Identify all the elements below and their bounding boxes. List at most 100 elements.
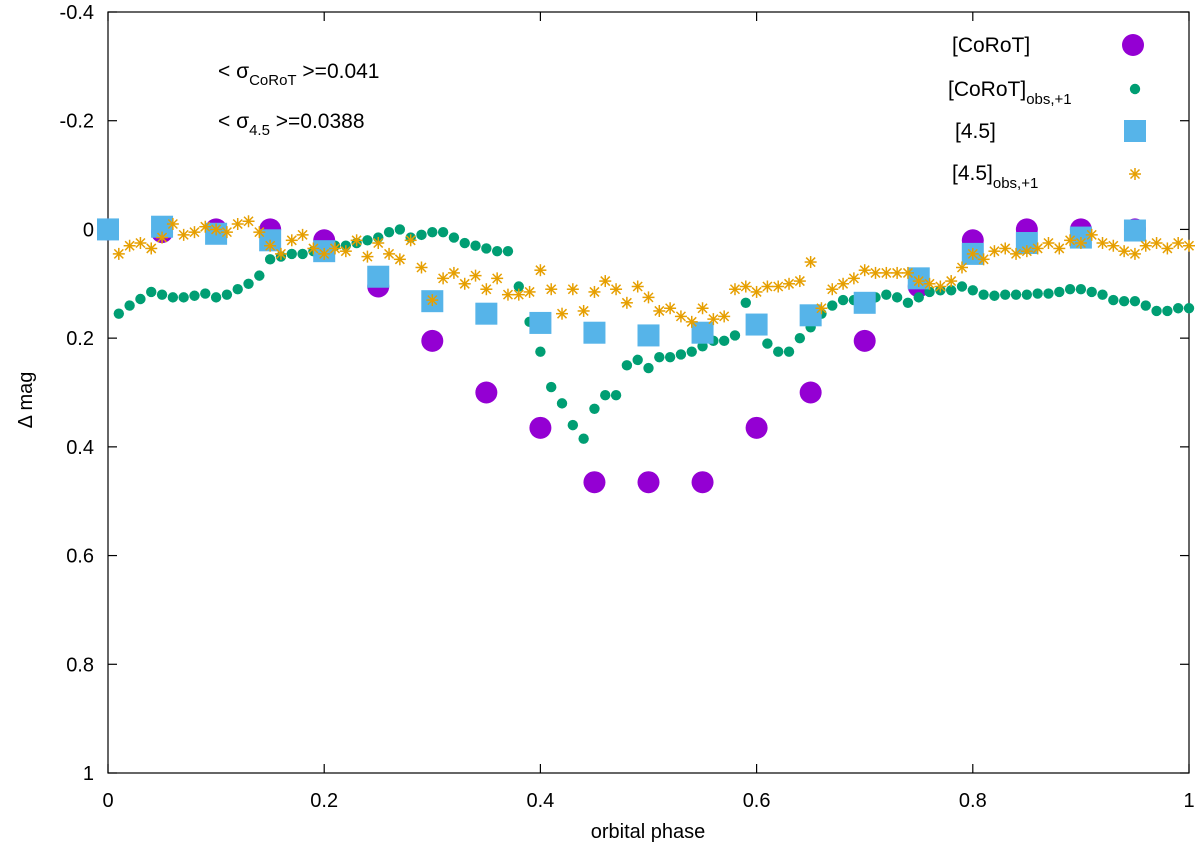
irac45-obs-point <box>1031 242 1044 255</box>
corot-obs-point <box>589 403 600 415</box>
irac45-obs-point <box>534 264 547 277</box>
irac45-obs-point <box>318 247 331 260</box>
corot-obs-point <box>881 289 892 300</box>
legend-marker-irac45-obs-point <box>1129 168 1141 180</box>
corot-obs-point <box>643 362 654 374</box>
irac45-obs-point <box>177 228 190 241</box>
corot-obs-point <box>794 332 806 344</box>
irac45-obs-point <box>296 228 309 241</box>
irac45-obs-point <box>858 264 871 277</box>
legend: [CoRoT] [CoRoT]obs,+1 [4.5] [4.5]obs,+1 <box>948 34 1146 192</box>
corot-obs-point <box>513 281 524 292</box>
corot-obs-point <box>891 292 903 303</box>
annotation-sigma-4-5: < σ4.5 >=0.0388 <box>218 110 365 139</box>
irac45-obs-point <box>772 280 785 293</box>
irac45-obs-point <box>945 275 958 288</box>
irac45-obs-point <box>653 304 666 317</box>
corot-obs-point <box>1086 286 1097 298</box>
corot-obs-point <box>243 278 254 289</box>
irac45-point <box>583 321 606 344</box>
y-tick-label: 1 <box>83 763 94 785</box>
irac45-point <box>1123 219 1146 242</box>
corot-obs-point <box>362 235 373 246</box>
x-axis-label: orbital phase <box>591 821 706 843</box>
corot-obs-point <box>1075 284 1087 295</box>
corot-obs-point <box>437 226 449 238</box>
irac45-obs-point <box>1128 247 1141 260</box>
corot-obs-point <box>481 243 492 254</box>
corot-point <box>529 416 552 439</box>
corot-point <box>853 329 876 352</box>
corot-obs-point <box>610 390 622 401</box>
irac45-obs-point <box>923 277 936 290</box>
irac45-obs-point <box>415 261 428 274</box>
corot-obs-point <box>1118 295 1130 307</box>
irac45-obs-point <box>804 256 817 269</box>
irac45-obs-point <box>166 217 179 230</box>
irac45-obs-point <box>210 223 223 236</box>
corot-obs-point <box>264 254 276 265</box>
legend-marker-corot-point <box>1122 34 1144 56</box>
y-tick-label: 0.4 <box>66 437 94 459</box>
corot-obs-point <box>556 398 568 409</box>
irac45-point <box>799 304 822 327</box>
legend-marker-irac45-point <box>1124 120 1146 142</box>
irac45-obs-point <box>1183 239 1195 252</box>
irac45-obs-point <box>577 304 590 317</box>
corot-obs-point <box>621 360 633 371</box>
corot-obs-point <box>254 270 265 281</box>
corot-obs-point <box>416 229 427 241</box>
irac45-obs-point <box>793 275 806 288</box>
y-tick-label: -0.2 <box>60 111 94 133</box>
irac45-obs-point <box>566 283 579 296</box>
irac45-obs-point <box>1074 237 1087 250</box>
corot-point <box>475 381 498 404</box>
irac45-obs-point <box>739 280 752 293</box>
irac45-obs-point <box>372 237 385 250</box>
irac45-obs-point <box>156 231 169 244</box>
irac45-obs-point <box>361 250 374 263</box>
corot-obs-point <box>286 248 297 260</box>
irac45-obs-point <box>112 247 125 260</box>
irac45-point <box>745 313 768 336</box>
irac45-obs-point <box>988 245 1001 258</box>
corot-obs-point <box>383 226 395 238</box>
corot-obs-point <box>491 245 503 257</box>
irac45-obs-point <box>588 285 601 298</box>
irac45-obs-point <box>545 283 558 296</box>
corot-obs-point <box>1151 305 1162 317</box>
corot-obs-point <box>210 292 222 303</box>
irac45-obs-point <box>696 302 709 315</box>
corot-point <box>745 416 768 439</box>
irac45-obs-point <box>350 234 363 247</box>
x-tick-label: 0.2 <box>310 790 338 812</box>
x-tick-label: 1 <box>1183 790 1194 812</box>
irac45-obs-point <box>501 288 514 301</box>
irac45-obs-point <box>480 283 493 296</box>
irac45-obs-point <box>1172 237 1185 250</box>
irac45-obs-point <box>901 266 914 279</box>
corot-obs-point <box>470 240 481 251</box>
irac45-obs-point <box>1096 237 1109 250</box>
corot-obs-point <box>448 232 460 243</box>
irac45-obs-point <box>426 294 439 307</box>
corot-obs-point <box>502 245 514 257</box>
corot-point <box>691 471 714 494</box>
irac45-obs-point <box>1020 245 1033 258</box>
corot-obs-point <box>1183 303 1195 314</box>
irac45-obs-point <box>383 247 396 260</box>
corot-obs-point <box>1000 289 1011 300</box>
corot-obs-point <box>135 293 146 305</box>
irac45-point <box>475 302 498 325</box>
irac45-obs-point <box>847 272 860 285</box>
irac45-obs-point <box>934 280 947 293</box>
corot-obs-point <box>773 346 784 357</box>
corot-obs-point <box>178 292 189 303</box>
corot-obs-point <box>945 285 957 296</box>
corot-obs-point <box>427 226 438 238</box>
irac45-point <box>691 321 714 344</box>
corot-point <box>799 381 822 404</box>
irac45-obs-point <box>664 302 677 315</box>
